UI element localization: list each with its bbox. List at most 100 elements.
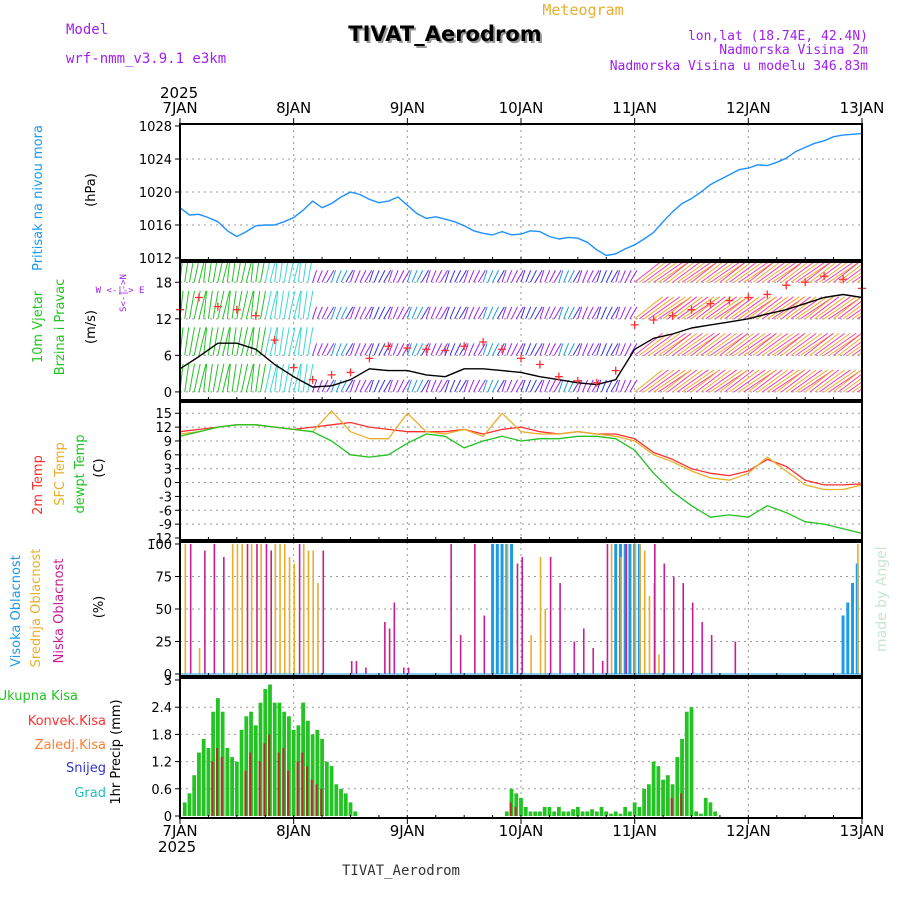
wind-vector [487,270,494,283]
wind-vector [387,306,393,319]
wind-vector [766,369,800,393]
wind-vector [520,306,526,319]
cloud-bar [658,654,660,674]
legend-ukupna: Ukupna Kisa [0,689,78,704]
wind-vector [373,270,380,283]
wind-vector [677,369,709,393]
wind-vector [368,270,374,283]
precip-convective-bar [296,761,299,816]
wind-vector [548,379,556,393]
wind-vector [506,306,513,320]
cloud-bar [298,544,301,674]
wind-vector [643,369,675,393]
wind-vector [629,343,638,356]
wind-vector [496,379,505,393]
wind-vector [833,262,861,283]
wind-vector [307,290,314,319]
wind-vector [435,343,443,356]
wind-vector [506,379,513,393]
wind-vector [406,343,412,356]
wind-vector [454,379,462,393]
wind-vector [188,262,194,283]
precip-total-bar [201,738,206,816]
wind-vector [463,379,469,393]
cloud-bar [610,544,613,674]
wind-vector [260,290,267,319]
wind-direction-legend-ns: S<-|->N [119,274,129,312]
cloud-bar [639,544,641,674]
wind-gust-point [403,344,412,353]
precip-total-bar [661,779,665,816]
wind-vector [842,267,862,283]
wind-vector [283,262,289,283]
wind-vector [392,306,399,320]
cloud-bar [483,615,486,674]
wind-vector [302,363,308,392]
precip-total-bar [590,809,594,816]
footer-station: TIVAT_Aerodrom [342,863,460,879]
precip-total-bar [320,738,324,816]
wind-vector [222,262,229,283]
wind-vectors [180,262,862,393]
wind-vector [662,369,692,393]
wind-vector [402,306,411,320]
wind-gust-point [820,272,829,281]
wind-vector [193,327,201,356]
wind-vector [729,369,760,393]
wind-vector [402,343,411,356]
x-tick-label-bottom: 7JAN [162,822,197,840]
wind-name-label-1: 10m Vjetar [31,290,46,363]
wind-vector [710,296,743,320]
wind-gust-point [687,305,696,314]
wind-vector [610,306,619,320]
wind-vector [302,262,307,283]
wind-vector [610,343,619,356]
wind-vector [558,306,564,319]
wind-vector [264,363,272,393]
wind-vector [231,262,236,283]
wind-vector [852,348,862,356]
made-by-label: made by Angel [874,546,890,652]
precip-total-bar [713,811,718,816]
wind-vector [852,311,862,320]
wind-vector [781,262,810,283]
wind-vector [639,332,669,356]
data-layer [176,132,866,816]
wind-vector [515,379,524,393]
precip-total-bar [315,729,320,816]
cloud-bar [495,544,499,674]
wind-vector [198,363,207,393]
wind-vector [421,379,429,393]
wind-name-label-2: Brzina i Pravac [53,279,68,376]
precip-total-bar [528,811,533,816]
wind-vector [458,270,467,283]
cloud-bar [549,557,552,674]
wind-vector [785,369,817,393]
wind-vector [402,270,411,283]
wind-vector [548,306,556,320]
wind-vector [572,270,581,283]
cloud-bar [204,550,206,674]
wind-vector [582,306,589,320]
wind-gust-point [194,293,203,302]
wind-vector [340,270,348,283]
wind-vector [804,296,834,320]
cloud-bar [734,641,737,674]
wind-vector [762,296,794,320]
cloud-bar [213,544,216,674]
wind-vector [511,306,518,320]
precip-total-bar [703,797,708,816]
wind-gust-point [573,376,582,385]
precip-total-bar [699,813,703,816]
wind-vector [804,262,832,283]
precip-convective-bar [220,757,223,816]
y-tick-label: 15 [155,407,172,422]
wind-vector [283,327,290,356]
wind-vector [236,363,243,392]
wind-vector [534,343,543,356]
temp-dewpt-line [179,424,863,535]
wind-vector [748,296,777,320]
wind-gust-point [763,290,772,299]
cloud-bar [388,628,391,674]
wind-vector [473,270,481,283]
